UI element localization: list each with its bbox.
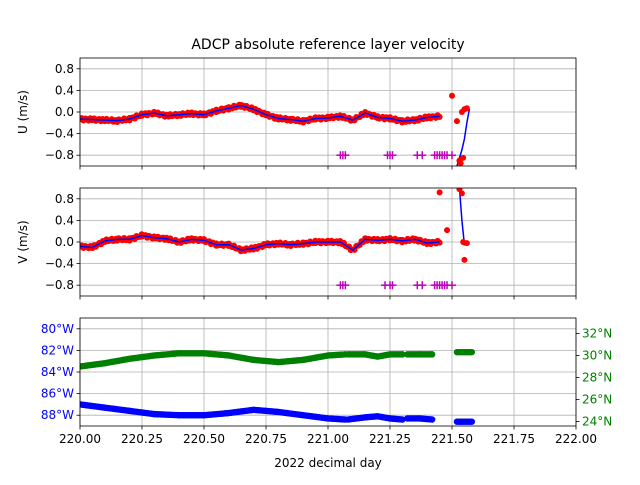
x-tick-label: 221.25 bbox=[369, 432, 411, 446]
flag-marker bbox=[418, 151, 427, 160]
longitude-point bbox=[399, 416, 406, 423]
longitude-tick-label: 88°W bbox=[41, 408, 74, 422]
u-tick-label: −0.4 bbox=[45, 127, 74, 141]
u-tick-label: 0.4 bbox=[55, 83, 74, 97]
smoothed-velocity-line bbox=[80, 234, 440, 252]
outlier-point bbox=[460, 154, 467, 161]
latitude-tick-label: 24°N bbox=[582, 415, 612, 429]
outlier-point bbox=[436, 189, 443, 196]
longitude-tick-label: 84°W bbox=[41, 365, 74, 379]
latitude-point bbox=[468, 348, 476, 356]
flag-marker bbox=[388, 151, 397, 160]
v-velocity-panel: −0.8 −0.4 0.0 0.4 0.8 V (m/s) bbox=[16, 187, 577, 300]
panel-frame bbox=[79, 187, 577, 297]
flag-marker bbox=[388, 281, 397, 290]
u-tick-label: 0.8 bbox=[55, 62, 74, 76]
position-panel: 88°W 86°W 84°W 82°W 80°W 24°N 26°N 28°N 30°N 32°N… bbox=[41, 317, 612, 446]
latitude-point bbox=[399, 351, 406, 358]
x-tick-label: 222.00 bbox=[555, 432, 597, 446]
latitude-tick-label: 30°N bbox=[582, 348, 612, 362]
x-tick-label: 221.75 bbox=[493, 432, 535, 446]
panel-frame bbox=[79, 317, 577, 427]
smoothed-velocity-line bbox=[80, 104, 440, 122]
latitude-tick-label: 26°N bbox=[582, 393, 612, 407]
outlier-point bbox=[457, 160, 464, 166]
x-tick-label: 220.75 bbox=[245, 432, 287, 446]
v-tick-label: 0.0 bbox=[55, 235, 74, 249]
outlier-point bbox=[463, 105, 470, 112]
longitude-point bbox=[428, 416, 436, 423]
x-tick-label: 221.00 bbox=[307, 432, 349, 446]
v-tick-label: −0.8 bbox=[45, 278, 74, 292]
flag-marker bbox=[341, 281, 350, 290]
x-axis-label: 2022 decimal day bbox=[274, 456, 382, 470]
longitude-point bbox=[468, 418, 476, 425]
flag-marker bbox=[418, 281, 427, 290]
data-layer bbox=[80, 348, 476, 425]
latitude-tick-label: 28°N bbox=[582, 371, 612, 385]
flag-marker bbox=[448, 151, 456, 160]
outlier-point bbox=[463, 240, 470, 247]
flag-marker bbox=[341, 151, 350, 160]
u-tick-label: −0.8 bbox=[45, 148, 74, 162]
u-tick-label: 0.0 bbox=[55, 105, 74, 119]
data-layer bbox=[80, 92, 471, 166]
x-tick-label: 220.25 bbox=[121, 432, 163, 446]
smoothed-velocity-line bbox=[458, 188, 468, 247]
outlier-point bbox=[449, 92, 455, 99]
panel-frame bbox=[79, 57, 577, 167]
u-velocity-panel: −0.8 −0.4 0.0 0.4 0.8 U (m/s) bbox=[16, 57, 577, 170]
outlier-point bbox=[458, 190, 465, 197]
x-tick-label: 221.50 bbox=[431, 432, 473, 446]
outlier-point bbox=[453, 118, 460, 125]
flag-marker bbox=[448, 281, 456, 290]
longitude-tick-label: 86°W bbox=[41, 387, 74, 401]
v-tick-label: 0.4 bbox=[55, 213, 74, 227]
v-tick-label: −0.4 bbox=[45, 257, 74, 271]
x-tick-label: 220.50 bbox=[183, 432, 225, 446]
latitude-point bbox=[428, 351, 436, 358]
x-tick-label: 220.00 bbox=[59, 432, 101, 446]
latitude-tick-label: 32°N bbox=[582, 326, 612, 340]
y-axis-label: U (m/s) bbox=[16, 90, 30, 134]
outlier-point bbox=[444, 227, 451, 234]
v-tick-label: 0.8 bbox=[55, 192, 74, 206]
longitude-tick-label: 80°W bbox=[41, 322, 74, 336]
chart-title: ADCP absolute reference layer velocity bbox=[191, 37, 464, 53]
outlier-point bbox=[461, 256, 468, 263]
data-layer bbox=[80, 188, 470, 290]
y-axis-label: V (m/s) bbox=[16, 220, 30, 263]
longitude-tick-label: 82°W bbox=[41, 343, 74, 357]
